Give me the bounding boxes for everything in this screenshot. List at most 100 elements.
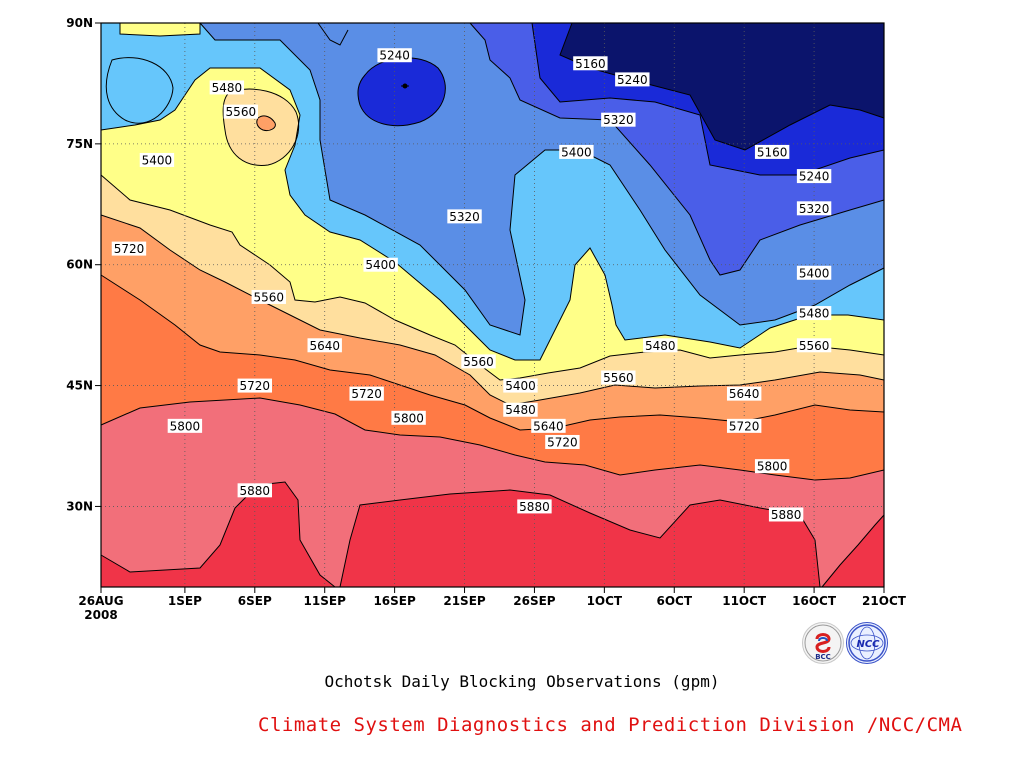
contour-label-text: 5560 [254, 290, 285, 304]
bcc-logo-icon: BCC [802, 622, 844, 664]
contour-label: 5560 [601, 370, 636, 385]
x-tick-label: 26AUG [78, 594, 123, 608]
contour-label-text: 5640 [533, 419, 564, 433]
contour-label-text: 5480 [212, 81, 243, 95]
contour-label-text: 5480 [645, 339, 676, 353]
contour-label-bg [307, 338, 342, 353]
y-tick-label: 75N [66, 137, 93, 151]
contour-label-text: 5400 [505, 379, 536, 393]
contour-label-text: 5880 [519, 500, 550, 514]
contour-label-bg [796, 169, 832, 184]
band-above-5880 [101, 482, 335, 587]
credit-text: Climate System Diagnostics and Predictio… [258, 714, 963, 736]
contour-label: 5480 [209, 80, 245, 95]
contour-label: 5720 [726, 418, 762, 433]
contour-label: 5400 [363, 257, 398, 272]
contour-label-text: 5400 [799, 266, 830, 280]
contour-label: 5320 [796, 201, 832, 216]
contour-label-bg [615, 72, 650, 87]
contour-line-5560 [100, 174, 885, 381]
contour-label: 5400 [139, 152, 175, 167]
contour-label: 5800 [391, 410, 426, 425]
contour-label-text: 5480 [505, 403, 536, 417]
contour-label-bg [726, 418, 762, 433]
band-above-5880-south [340, 490, 820, 587]
contour-label-bg [237, 378, 273, 393]
contour-label: 5480 [503, 402, 538, 417]
contour-label: 5320 [601, 112, 636, 127]
contour-label: 5240 [615, 72, 650, 87]
contour-label-bg [796, 306, 832, 321]
contour-label-bg [237, 483, 273, 498]
x-tick-label: 16SEP [373, 594, 416, 608]
contour-label-bg [768, 507, 804, 522]
x-tick-label: 21SEP [443, 594, 486, 608]
contour-label-bg [754, 459, 790, 474]
band-5160-5240-low [357, 57, 446, 126]
contour-label-bg [167, 418, 203, 433]
contour-label: 5160 [573, 56, 608, 71]
contour-labels: 5720 5720 5480 5560 5400 5240 5320 5400 5560 5640… [111, 48, 832, 522]
low-center-marker [401, 83, 409, 89]
x-tick-label: 2008 [84, 608, 117, 622]
contour-label-bg [601, 370, 636, 385]
contour-label-text: 5400 [365, 258, 396, 272]
x-tick-label: 16OCT [792, 594, 837, 608]
contour-label-text: 5880 [240, 484, 271, 498]
contour-label-bg [503, 402, 538, 417]
contour-label: 5800 [167, 418, 203, 433]
contour-label: 5560 [461, 354, 496, 369]
contour-label: 5560 [223, 104, 259, 119]
contour-label: 5160 [754, 144, 790, 159]
y-axis: 30N 45N 60N 75N 90N [66, 16, 101, 513]
contour-label-text: 5240 [617, 73, 648, 87]
contour-line-5720-high [256, 115, 276, 131]
y-tick-label: 45N [66, 379, 93, 393]
contour-label-bg [209, 80, 245, 95]
contour-label-bg [377, 48, 412, 63]
contour-label: 5240 [796, 169, 832, 184]
contour-line-5640-high [222, 88, 300, 166]
contour-label-bg [461, 354, 496, 369]
band-5640-5720-high [256, 115, 276, 131]
contour-label-text: 5720 [547, 435, 578, 449]
contour-label: 5720 [111, 241, 147, 256]
contour-label-text: 5560 [226, 105, 257, 119]
contour-label-bg [223, 104, 259, 119]
contour-label: 5320 [447, 209, 482, 224]
contour-label-bg [531, 418, 566, 433]
contour-label-text: 5720 [351, 387, 382, 401]
contour-label-bg [251, 289, 286, 304]
contour-label-text: 5720 [729, 419, 760, 433]
contour-label-text: 5640 [729, 387, 760, 401]
x-tick-label: 11SEP [304, 594, 347, 608]
contour-label: 5240 [377, 48, 412, 63]
contour-label-bg [796, 338, 832, 353]
contour-label: 5800 [754, 459, 790, 474]
contour-label-bg [601, 112, 636, 127]
bcc-logo-text: BCC [815, 653, 831, 661]
contour-label-bg [796, 265, 832, 280]
contour-label-bg [796, 201, 832, 216]
contour-label-bg [363, 257, 398, 272]
contour-label: 5720 [545, 434, 580, 449]
contour-label-bg [559, 144, 594, 159]
contour-label-text: 5560 [603, 371, 634, 385]
contour-line-5480 [100, 67, 885, 361]
contour-label-bg [391, 410, 426, 425]
contour-label-text: 5800 [757, 460, 788, 474]
contour-line-5320-low-edge [317, 22, 349, 46]
contour-label: 5880 [517, 499, 552, 514]
contour-line-5480-north [119, 23, 201, 37]
contour-label: 5560 [796, 338, 832, 353]
chart-title: Ochotsk Daily Blocking Observations (gpm… [324, 672, 720, 691]
x-tick-label: 21OCT [862, 594, 907, 608]
contour-label-text: 5560 [799, 339, 830, 353]
contour-label-text: 5240 [379, 49, 410, 63]
contour-label-text: 5800 [170, 419, 201, 433]
contour-label-text: 5800 [393, 411, 424, 425]
y-tick-label: 30N [66, 499, 93, 513]
contour-label-text: 5400 [561, 145, 592, 159]
contour-label-text: 5160 [757, 145, 788, 159]
